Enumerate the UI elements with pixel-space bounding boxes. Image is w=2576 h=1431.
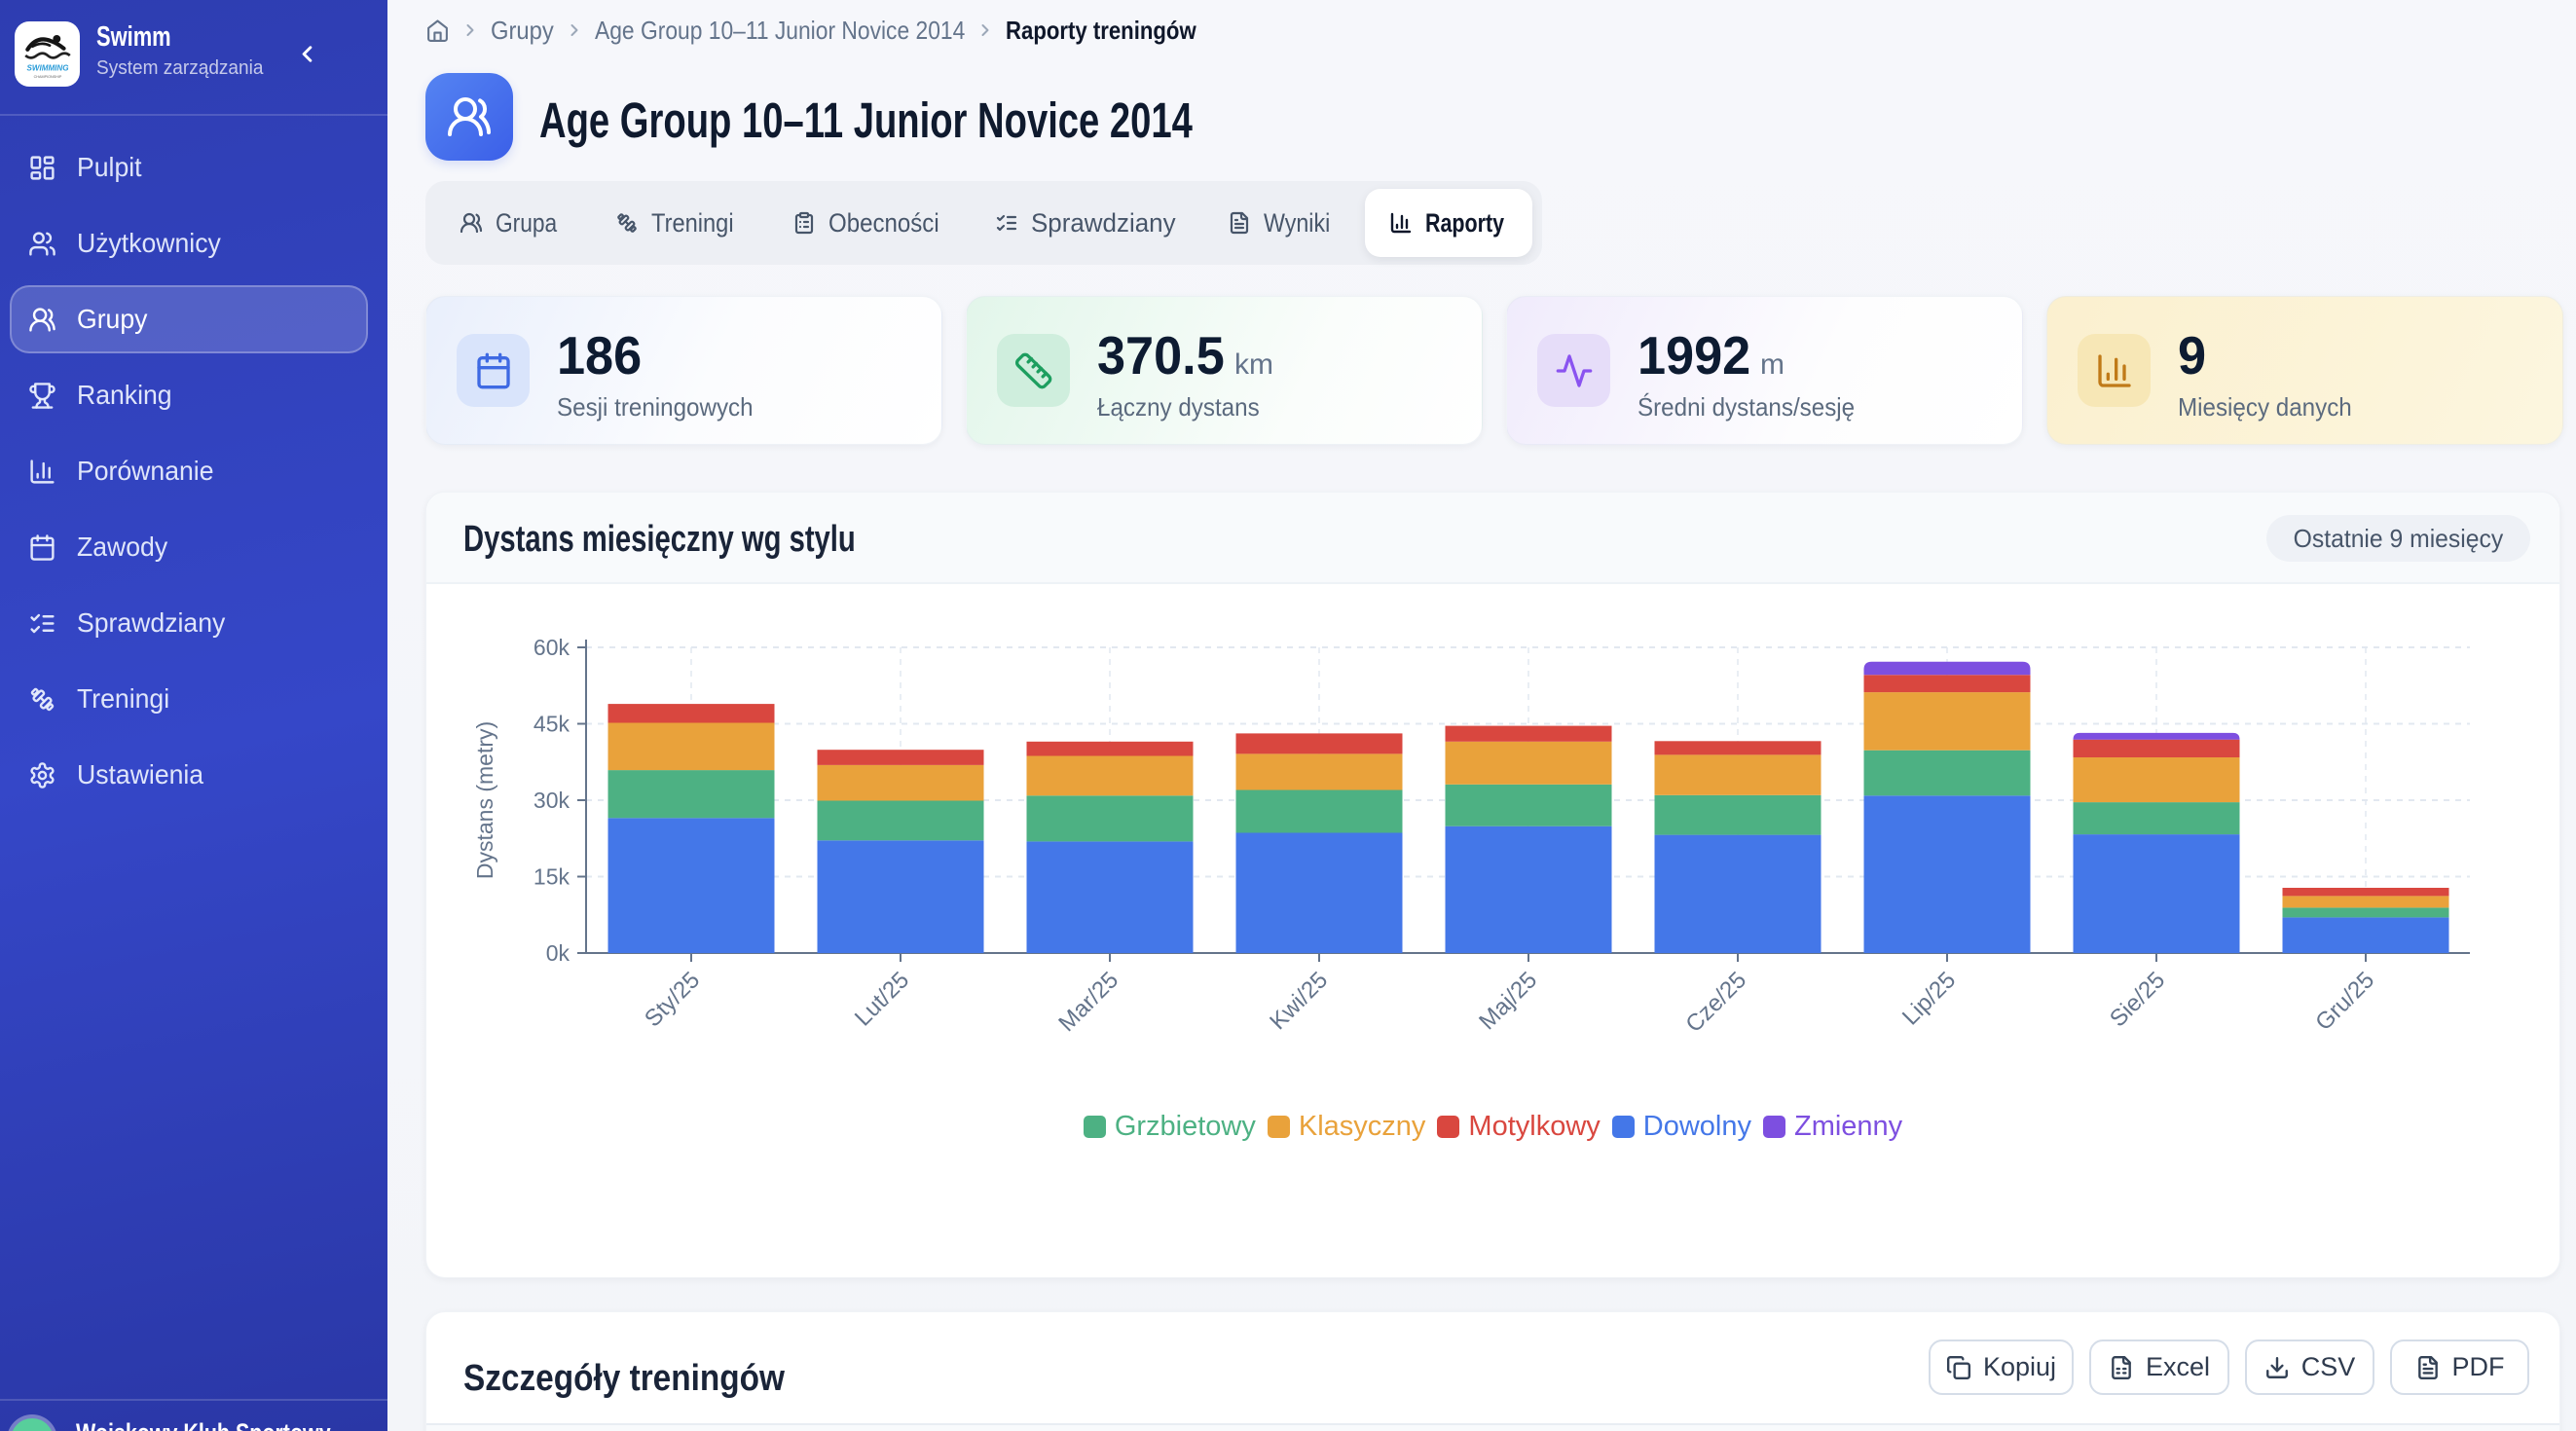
svg-text:Kwi/25: Kwi/25 <box>1265 967 1333 1035</box>
svg-text:Maj/25: Maj/25 <box>1474 967 1542 1035</box>
svg-text:30k: 30k <box>534 788 570 813</box>
svg-text:15k: 15k <box>534 864 570 890</box>
svg-text:60k: 60k <box>534 635 570 660</box>
svg-text:Gru/25: Gru/25 <box>2310 967 2379 1036</box>
svg-text:Sty/25: Sty/25 <box>640 967 705 1032</box>
svg-text:SWIMMING: SWIMMING <box>26 63 69 72</box>
svg-text:0k: 0k <box>546 940 570 966</box>
svg-text:45k: 45k <box>534 712 570 737</box>
svg-text:Cze/25: Cze/25 <box>1680 967 1751 1038</box>
svg-text:Sie/25: Sie/25 <box>2105 967 2170 1032</box>
svg-text:Lip/25: Lip/25 <box>1897 967 1961 1030</box>
svg-text:Mar/25: Mar/25 <box>1053 967 1123 1037</box>
svg-text:Lut/25: Lut/25 <box>850 967 914 1031</box>
svg-text:CHAMPIONSHIP: CHAMPIONSHIP <box>33 74 61 78</box>
svg-text:Dystans (metry): Dystans (metry) <box>472 721 497 879</box>
